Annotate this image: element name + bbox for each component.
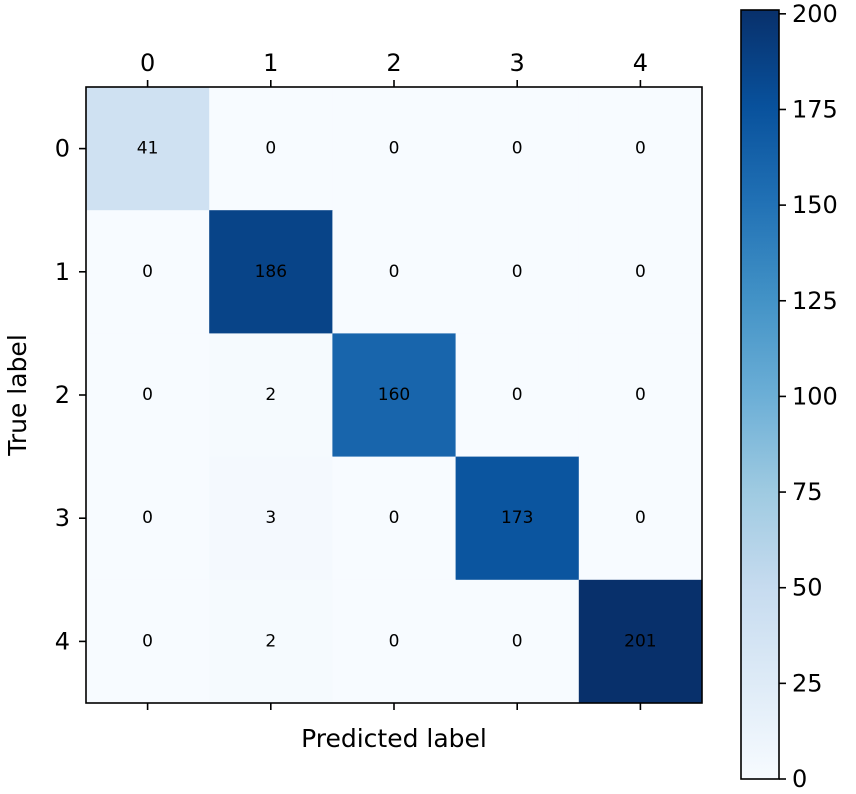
cell-value-0-4: 0 (635, 139, 646, 159)
cell-value-3-2: 0 (389, 508, 400, 528)
colorbar-ticks: 0 25 50 75 100 125 150 175 200 (779, 0, 838, 793)
heatmap-cell-3-2 (332, 456, 457, 581)
heatmap-cell-0-1 (209, 87, 333, 211)
heatmap-cell-1-3 (455, 210, 580, 334)
y-tick-label-3: 3 (55, 504, 70, 532)
y-tick-label-1: 1 (55, 258, 70, 286)
heatmap-cell-2-4 (578, 333, 703, 458)
heatmap-cell-3-0 (86, 456, 210, 581)
heatmap-cell-4-4 (578, 579, 703, 704)
cell-value-4-3: 0 (512, 631, 523, 651)
cell-value-2-0: 0 (142, 385, 153, 405)
cell-value-1-0: 0 (142, 262, 153, 282)
heatmap-cell-4-3 (455, 579, 580, 704)
x-axis-label: Predicted label (301, 724, 487, 753)
x-tick-label-1: 1 (263, 49, 278, 77)
colorbar (740, 9, 780, 780)
y-tick-label-0: 0 (55, 135, 70, 163)
heatmap-cells: 41 0 0 0 0 0 186 0 0 0 0 2 160 0 0 0 3 0 173 0 0 2 0 0 201 (86, 87, 703, 704)
heatmap-cell-4-0 (86, 579, 210, 704)
colorbar-tick-label-7: 175 (792, 95, 838, 123)
cell-value-4-0: 0 (142, 631, 153, 651)
cell-value-2-3: 0 (512, 385, 523, 405)
heatmap-cell-1-4 (578, 210, 703, 334)
heatmap-cell-2-1 (209, 333, 333, 458)
colorbar-tick-label-6: 150 (792, 191, 838, 219)
heatmap-cell-4-2 (332, 579, 457, 704)
cell-value-3-0: 0 (142, 508, 153, 528)
colorbar-tick-label-0: 0 (792, 765, 807, 793)
cell-value-1-3: 0 (512, 262, 523, 282)
y-tick-label-4: 4 (55, 627, 70, 655)
heatmap-cell-2-0 (86, 333, 210, 458)
cell-value-2-4: 0 (635, 385, 646, 405)
x-tick-label-3: 3 (510, 49, 525, 77)
axis-ticks: 0 1 2 3 4 0 1 2 3 4 (55, 49, 648, 710)
cell-value-2-1: 2 (265, 385, 276, 405)
cell-value-0-1: 0 (265, 139, 276, 159)
heatmap-cell-3-1 (209, 456, 333, 581)
heatmap-cell-3-3 (455, 456, 580, 581)
y-tick-label-2: 2 (55, 381, 70, 409)
cell-value-3-3: 173 (501, 508, 533, 528)
heatmap-cell-0-3 (455, 87, 580, 211)
colorbar-tick-label-5: 125 (792, 287, 838, 315)
heatmap-cell-4-1 (209, 579, 333, 704)
cell-value-0-3: 0 (512, 139, 523, 159)
x-tick-label-2: 2 (386, 49, 401, 77)
cell-value-0-0: 41 (137, 139, 159, 159)
cell-value-0-2: 0 (389, 139, 400, 159)
colorbar-tick-label-1: 25 (792, 669, 823, 697)
cell-value-2-2: 160 (378, 385, 410, 405)
cell-value-4-4: 201 (624, 631, 656, 651)
heatmap-cell-3-4 (578, 456, 703, 581)
cell-value-4-1: 2 (265, 631, 276, 651)
heatmap-cell-2-3 (455, 333, 580, 458)
x-tick-label-4: 4 (633, 49, 648, 77)
cell-value-4-2: 0 (389, 631, 400, 651)
y-axis-label: True label (3, 334, 32, 457)
colorbar-tick-label-4: 100 (792, 382, 838, 410)
heatmap-cell-1-2 (332, 210, 457, 334)
heatmap-cell-0-2 (332, 87, 457, 211)
heatmap-cell-1-0 (86, 210, 210, 334)
colorbar-tick-label-3: 75 (792, 478, 823, 506)
colorbar-tick-label-8: 200 (792, 0, 838, 28)
cell-value-3-4: 0 (635, 508, 646, 528)
colorbar-tick-label-2: 50 (792, 574, 823, 602)
x-tick-label-0: 0 (140, 49, 155, 77)
heatmap-cell-0-4 (578, 87, 703, 211)
cell-value-1-2: 0 (389, 262, 400, 282)
cell-value-1-4: 0 (635, 262, 646, 282)
cell-value-1-1: 186 (255, 262, 287, 282)
heatmap-cell-2-2 (332, 333, 457, 458)
heatmap-cell-0-0 (86, 87, 210, 211)
heatmap-cell-1-1 (209, 210, 333, 334)
cell-value-3-1: 3 (265, 508, 276, 528)
